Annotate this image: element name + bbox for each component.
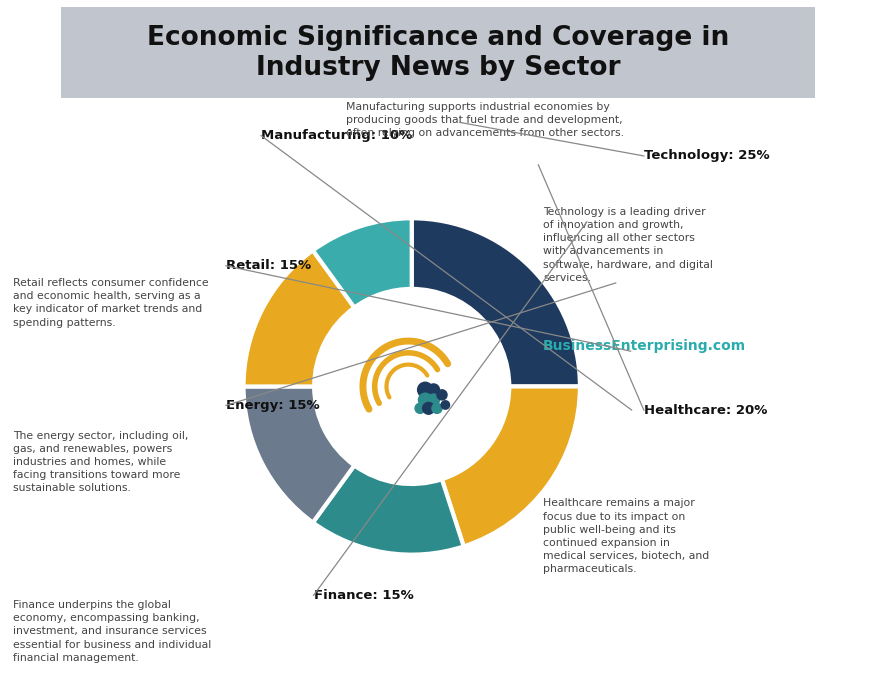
Circle shape [419, 393, 432, 407]
Text: Economic Significance and Coverage in
Industry News by Sector: Economic Significance and Coverage in In… [147, 24, 729, 81]
Text: Energy: 15%: Energy: 15% [226, 399, 320, 412]
Text: Manufacturing supports industrial economies by
producing goods that fuel trade a: Manufacturing supports industrial econom… [346, 102, 624, 138]
Text: Manufacturing: 10%: Manufacturing: 10% [261, 129, 413, 142]
Wedge shape [442, 386, 580, 546]
Circle shape [418, 382, 433, 397]
Text: Technology is a leading driver
of innovation and growth,
influencing all other s: Technology is a leading driver of innova… [543, 207, 713, 283]
Text: Finance: 15%: Finance: 15% [314, 589, 413, 602]
Text: The energy sector, including oil,
gas, and renewables, powers
industries and hom: The energy sector, including oil, gas, a… [13, 431, 188, 494]
Wedge shape [244, 250, 355, 386]
Circle shape [318, 293, 505, 480]
Wedge shape [313, 218, 412, 308]
Circle shape [442, 401, 449, 409]
Circle shape [427, 394, 440, 406]
Circle shape [415, 403, 425, 414]
Text: Finance underpins the global
economy, encompassing banking,
investment, and insu: Finance underpins the global economy, en… [13, 600, 211, 663]
Wedge shape [412, 218, 580, 386]
Text: Retail reflects consumer confidence
and economic health, serving as a
key indica: Retail reflects consumer confidence and … [13, 278, 208, 327]
FancyBboxPatch shape [24, 2, 852, 103]
Text: Retail: 15%: Retail: 15% [226, 259, 311, 273]
Text: Healthcare: 20%: Healthcare: 20% [644, 403, 767, 417]
Circle shape [432, 403, 442, 414]
Circle shape [437, 390, 447, 400]
Circle shape [427, 384, 440, 396]
Wedge shape [244, 386, 355, 523]
Wedge shape [313, 465, 463, 555]
Text: Healthcare remains a major
focus due to its impact on
public well-being and its
: Healthcare remains a major focus due to … [543, 498, 710, 574]
Circle shape [422, 403, 434, 414]
Text: BusinessEnterprising.com: BusinessEnterprising.com [543, 339, 746, 353]
Circle shape [358, 333, 465, 440]
Text: Technology: 25%: Technology: 25% [644, 149, 769, 163]
